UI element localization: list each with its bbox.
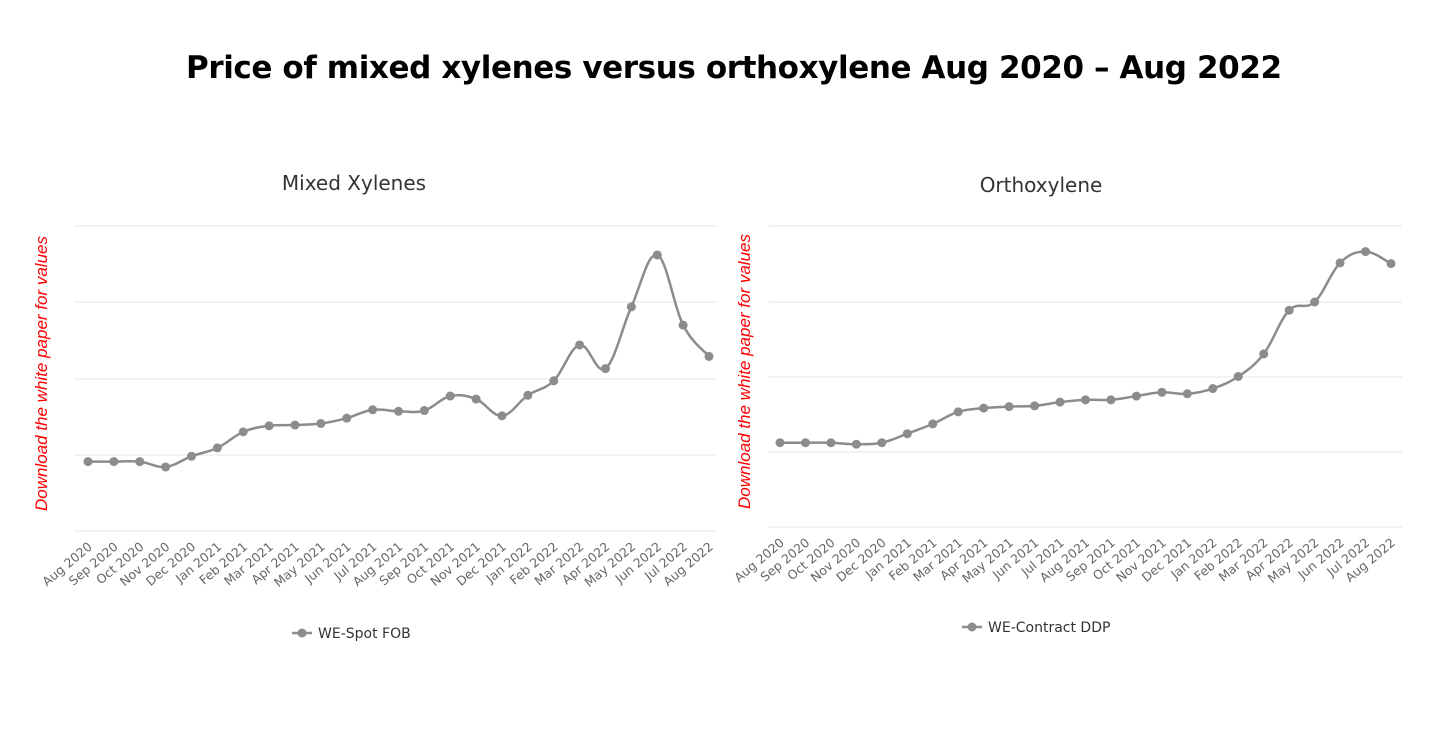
data-point xyxy=(1131,391,1141,401)
data-point xyxy=(953,407,963,417)
data-point xyxy=(161,462,171,472)
data-point xyxy=(523,390,533,400)
data-point xyxy=(652,250,662,260)
data-point xyxy=(826,438,836,448)
data-point xyxy=(135,457,145,467)
legend: WE-Spot FOB xyxy=(292,626,411,642)
data-point xyxy=(1208,384,1218,394)
data-point xyxy=(290,420,300,430)
data-point xyxy=(704,351,714,361)
data-point xyxy=(800,438,810,448)
data-point xyxy=(626,302,636,312)
data-point xyxy=(1081,395,1090,405)
data-point xyxy=(1284,305,1294,315)
legend-marker xyxy=(967,622,977,632)
data-point xyxy=(775,438,785,448)
data-point xyxy=(877,438,887,448)
series-line xyxy=(87,253,710,469)
legend-marker xyxy=(297,628,307,638)
data-point xyxy=(1106,395,1116,405)
data-point xyxy=(212,443,222,453)
data-point xyxy=(264,421,274,431)
data-point xyxy=(471,394,481,404)
data-point xyxy=(1361,247,1371,257)
data-point xyxy=(851,439,861,449)
data-point xyxy=(1233,372,1243,381)
chart-2: Orthoxylene Download the white paper for … xyxy=(731,173,1402,636)
data-point xyxy=(1055,397,1065,407)
chart-title: Orthoxylene xyxy=(980,173,1103,197)
legend: WE-Contract DDP xyxy=(962,620,1110,636)
data-point xyxy=(928,419,938,429)
data-point xyxy=(316,418,326,428)
legend-label: WE-Spot FOB xyxy=(318,626,411,642)
data-point xyxy=(109,457,119,467)
data-point xyxy=(1157,387,1167,397)
data-point xyxy=(1386,259,1396,269)
legend-label: WE-Contract DDP xyxy=(988,620,1110,636)
data-point xyxy=(678,320,688,330)
data-point xyxy=(601,364,610,374)
side-note: Download the white paper for values xyxy=(32,236,51,511)
data-point xyxy=(549,376,559,386)
data-point xyxy=(342,413,352,423)
data-point xyxy=(979,403,989,413)
data-point xyxy=(1004,402,1014,412)
data-point xyxy=(1182,389,1192,399)
data-point xyxy=(902,429,912,439)
data-point xyxy=(394,406,403,416)
data-point xyxy=(419,406,429,416)
data-point xyxy=(575,340,585,350)
data-point xyxy=(445,391,455,401)
data-point xyxy=(1335,258,1345,268)
data-point xyxy=(368,405,378,415)
side-note: Download the white paper for values xyxy=(735,234,754,509)
data-point xyxy=(1310,297,1320,307)
data-point xyxy=(1259,349,1269,359)
series-line xyxy=(779,250,1392,446)
page-title: Price of mixed xylenes versus orthoxylen… xyxy=(186,50,1282,86)
chart-1: Mixed Xylenes Download the white paper fo… xyxy=(32,171,716,642)
data-point xyxy=(187,451,196,461)
data-point xyxy=(238,427,248,437)
data-point xyxy=(83,457,93,467)
data-point xyxy=(497,411,507,421)
chart-title: Mixed Xylenes xyxy=(282,171,426,195)
data-point xyxy=(1030,401,1040,411)
